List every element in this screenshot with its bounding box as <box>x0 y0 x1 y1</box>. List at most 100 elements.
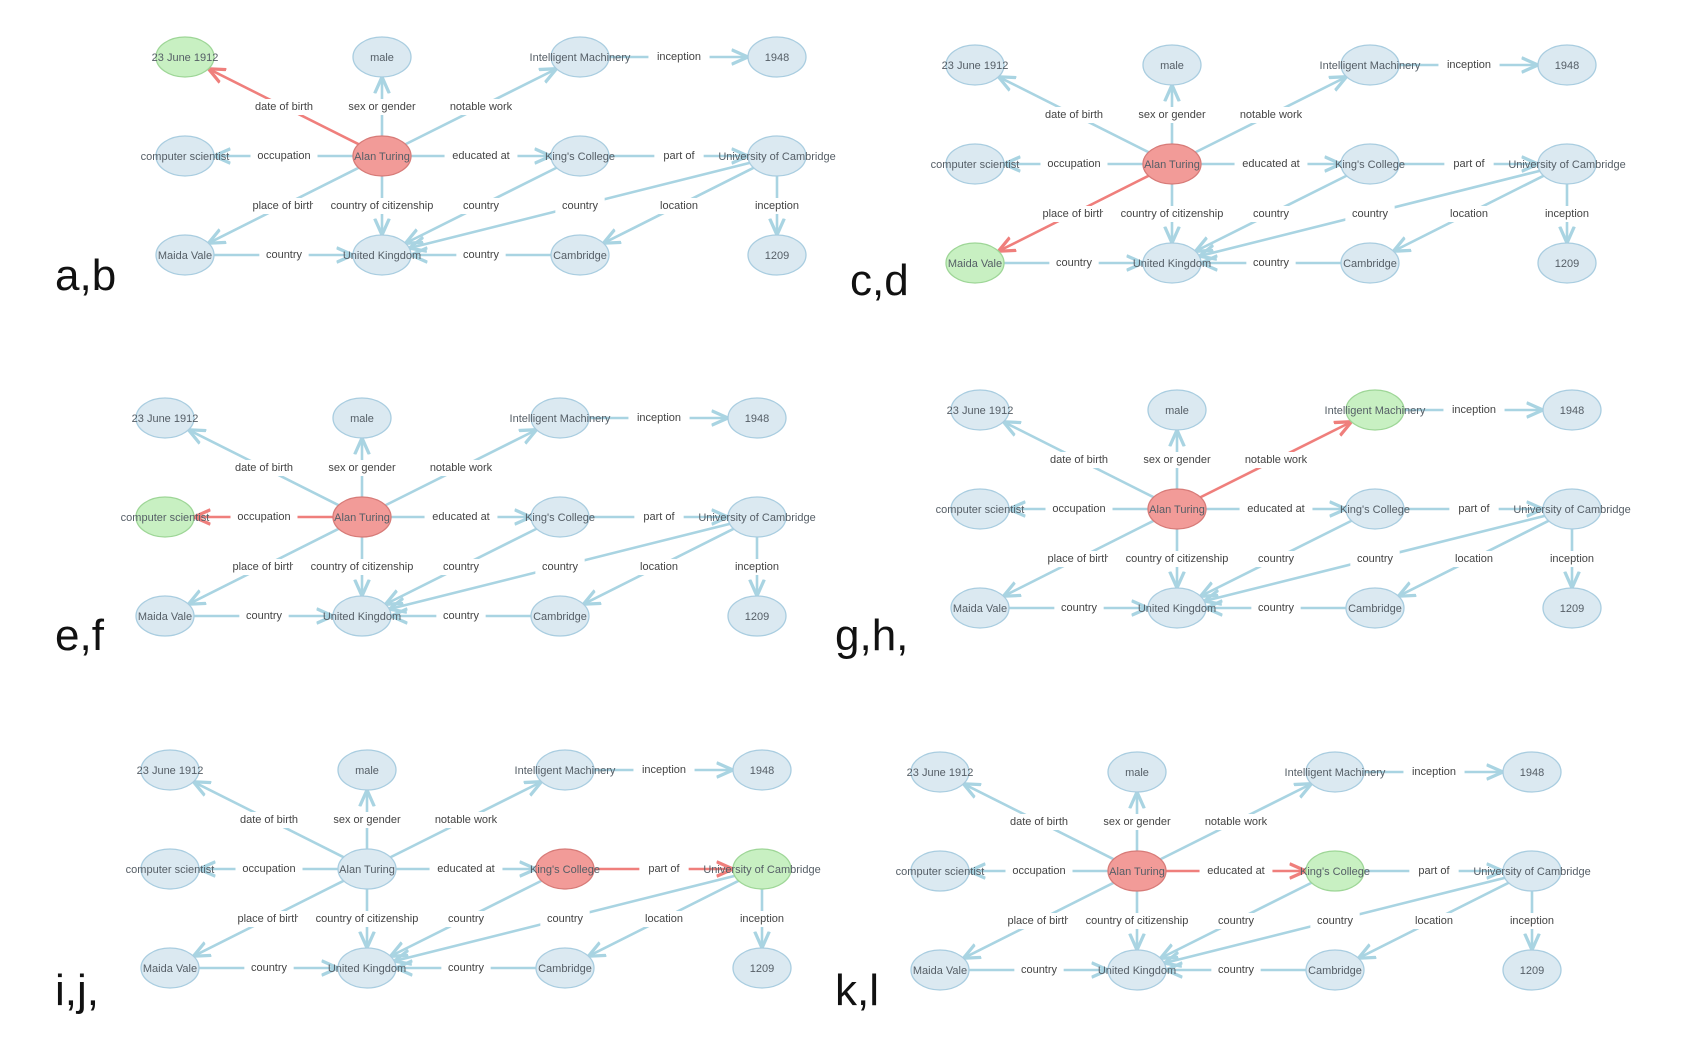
node-male: male <box>337 749 397 791</box>
node-label-cambridge: Cambridge <box>1348 603 1402 615</box>
edge-label-country-of-citizenship: country of citizenship <box>311 561 414 573</box>
edge-label-part-of: part of <box>643 511 675 523</box>
node-label-year-1948: 1948 <box>765 52 789 64</box>
edge-label-country-maida: country <box>1021 964 1058 976</box>
edge-location-university: location <box>1398 519 1550 596</box>
edge-label-country-cambridge: country <box>443 610 480 622</box>
edge-location-university: location <box>583 527 735 604</box>
edge-label-country-of-citizenship: country of citizenship <box>1086 915 1189 927</box>
edge-label-country-kings: country <box>448 913 485 925</box>
edge-label-occupation: occupation <box>237 511 290 523</box>
panel-label: e,f <box>55 611 105 660</box>
graph-panel-gh: date of birth sex or gender notable work in… <box>835 389 1631 660</box>
edge-label-sex-or-gender: sex or gender <box>348 101 416 113</box>
node-united-kingdom: United Kingdom <box>1098 949 1176 991</box>
node-label-alan-turing: Alan Turing <box>1144 159 1200 171</box>
panel-label: g,h, <box>835 611 908 660</box>
edge-label-country-kings: country <box>1258 553 1295 565</box>
node-university-of-cambridge: University of Cambridge <box>718 135 836 177</box>
node-label-alan-turing: Alan Turing <box>1149 504 1205 516</box>
edge-occupation: occupation <box>969 863 1108 879</box>
edge-label-educated-at: educated at <box>452 150 510 162</box>
node-label-male: male <box>350 413 374 425</box>
edge-label-occupation: occupation <box>242 863 295 875</box>
edge-label-inception-machinery: inception <box>657 51 701 63</box>
edge-label-country-university: country <box>562 200 599 212</box>
node-year-1948: 1948 <box>732 749 792 791</box>
node-kings-college: King's College <box>1335 143 1405 185</box>
node-label-maida-vale: Maida Vale <box>913 965 967 977</box>
node-cambridge: Cambridge <box>535 947 595 989</box>
node-label-university-of-cambridge: University of Cambridge <box>718 151 835 163</box>
node-kings-college: King's College <box>1300 850 1370 892</box>
node-label-intelligent-machinery: Intelligent Machinery <box>1285 767 1386 779</box>
edge-date-of-birth: date of birth <box>998 77 1150 154</box>
node-label-university-of-cambridge: University of Cambridge <box>703 864 820 876</box>
edge-educated-at: educated at <box>1206 501 1346 517</box>
node-label-male: male <box>1160 60 1184 72</box>
edge-label-notable-work: notable work <box>1240 109 1303 121</box>
node-maida-vale: Maida Vale <box>910 949 970 991</box>
node-male: male <box>352 36 412 78</box>
edge-country-kings: country <box>405 166 558 244</box>
edge-date-of-birth: date of birth <box>208 69 360 146</box>
node-male: male <box>1107 751 1167 793</box>
edge-country-university: country <box>409 161 751 248</box>
edge-label-place-of-birth: place of birth <box>1048 553 1111 565</box>
edge-label-occupation: occupation <box>257 150 310 162</box>
node-label-alan-turing: Alan Turing <box>339 864 395 876</box>
node-intelligent-machinery: Intelligent Machinery <box>510 397 611 439</box>
edge-label-date-of-birth: date of birth <box>240 814 298 826</box>
node-label-birth-date: 23 June 1912 <box>132 413 199 425</box>
edge-part-of: part of <box>1399 156 1538 172</box>
panel-label: c,d <box>850 256 909 305</box>
edge-label-location-university: location <box>645 913 683 925</box>
node-label-alan-turing: Alan Turing <box>354 151 410 163</box>
node-computer-scientist: computer scientist <box>936 488 1024 530</box>
edge-label-inception-machinery: inception <box>637 412 681 424</box>
node-year-1209: 1209 <box>747 234 807 276</box>
edge-label-place-of-birth: place of birth <box>238 913 301 925</box>
edge-label-inception-university: inception <box>735 561 779 573</box>
node-label-university-of-cambridge: University of Cambridge <box>698 512 815 524</box>
node-alan-turing: Alan Turing <box>337 848 397 890</box>
node-university-of-cambridge: University of Cambridge <box>1508 143 1626 185</box>
edge-part-of: part of <box>594 861 733 877</box>
edge-label-place-of-birth: place of birth <box>1043 208 1106 220</box>
edge-label-educated-at: educated at <box>1247 503 1305 515</box>
edge-place-of-birth: place of birth <box>193 879 345 956</box>
node-computer-scientist: computer scientist <box>121 496 209 538</box>
edge-country-maida: country <box>969 962 1108 978</box>
edge-label-country-maida: country <box>1056 257 1093 269</box>
edge-label-country-maida: country <box>251 962 288 974</box>
edge-label-country-maida: country <box>246 610 283 622</box>
node-label-united-kingdom: United Kingdom <box>343 250 421 262</box>
node-kings-college: King's College <box>545 135 615 177</box>
node-label-intelligent-machinery: Intelligent Machinery <box>1325 405 1426 417</box>
node-intelligent-machinery: Intelligent Machinery <box>530 36 631 78</box>
node-label-united-kingdom: United Kingdom <box>1138 603 1216 615</box>
edge-label-occupation: occupation <box>1047 158 1100 170</box>
edge-label-country-university: country <box>542 561 579 573</box>
edge-part-of: part of <box>609 148 748 164</box>
node-cambridge: Cambridge <box>530 595 590 637</box>
node-year-1209: 1209 <box>732 947 792 989</box>
edge-label-date-of-birth: date of birth <box>255 101 313 113</box>
edge-inception-university: inception <box>726 537 788 596</box>
edge-label-country-kings: country <box>463 200 500 212</box>
edge-label-occupation: occupation <box>1052 503 1105 515</box>
edge-label-notable-work: notable work <box>1205 816 1268 828</box>
node-label-kings-college: King's College <box>525 512 595 524</box>
edge-label-location-university: location <box>1455 553 1493 565</box>
edge-label-country-university: country <box>1357 553 1394 565</box>
edge-label-inception-university: inception <box>1550 553 1594 565</box>
edge-inception-machinery: inception <box>1399 57 1538 73</box>
panel-label: k,l <box>835 966 879 1015</box>
graph-panel-cd: date of birth sex or gender notable work in… <box>850 44 1626 305</box>
edge-label-country-maida: country <box>266 249 303 261</box>
node-label-kings-college: King's College <box>530 864 600 876</box>
node-male: male <box>1142 44 1202 86</box>
edge-country-kings: country <box>1195 174 1348 252</box>
node-label-intelligent-machinery: Intelligent Machinery <box>530 52 631 64</box>
edge-label-inception-university: inception <box>1510 915 1554 927</box>
